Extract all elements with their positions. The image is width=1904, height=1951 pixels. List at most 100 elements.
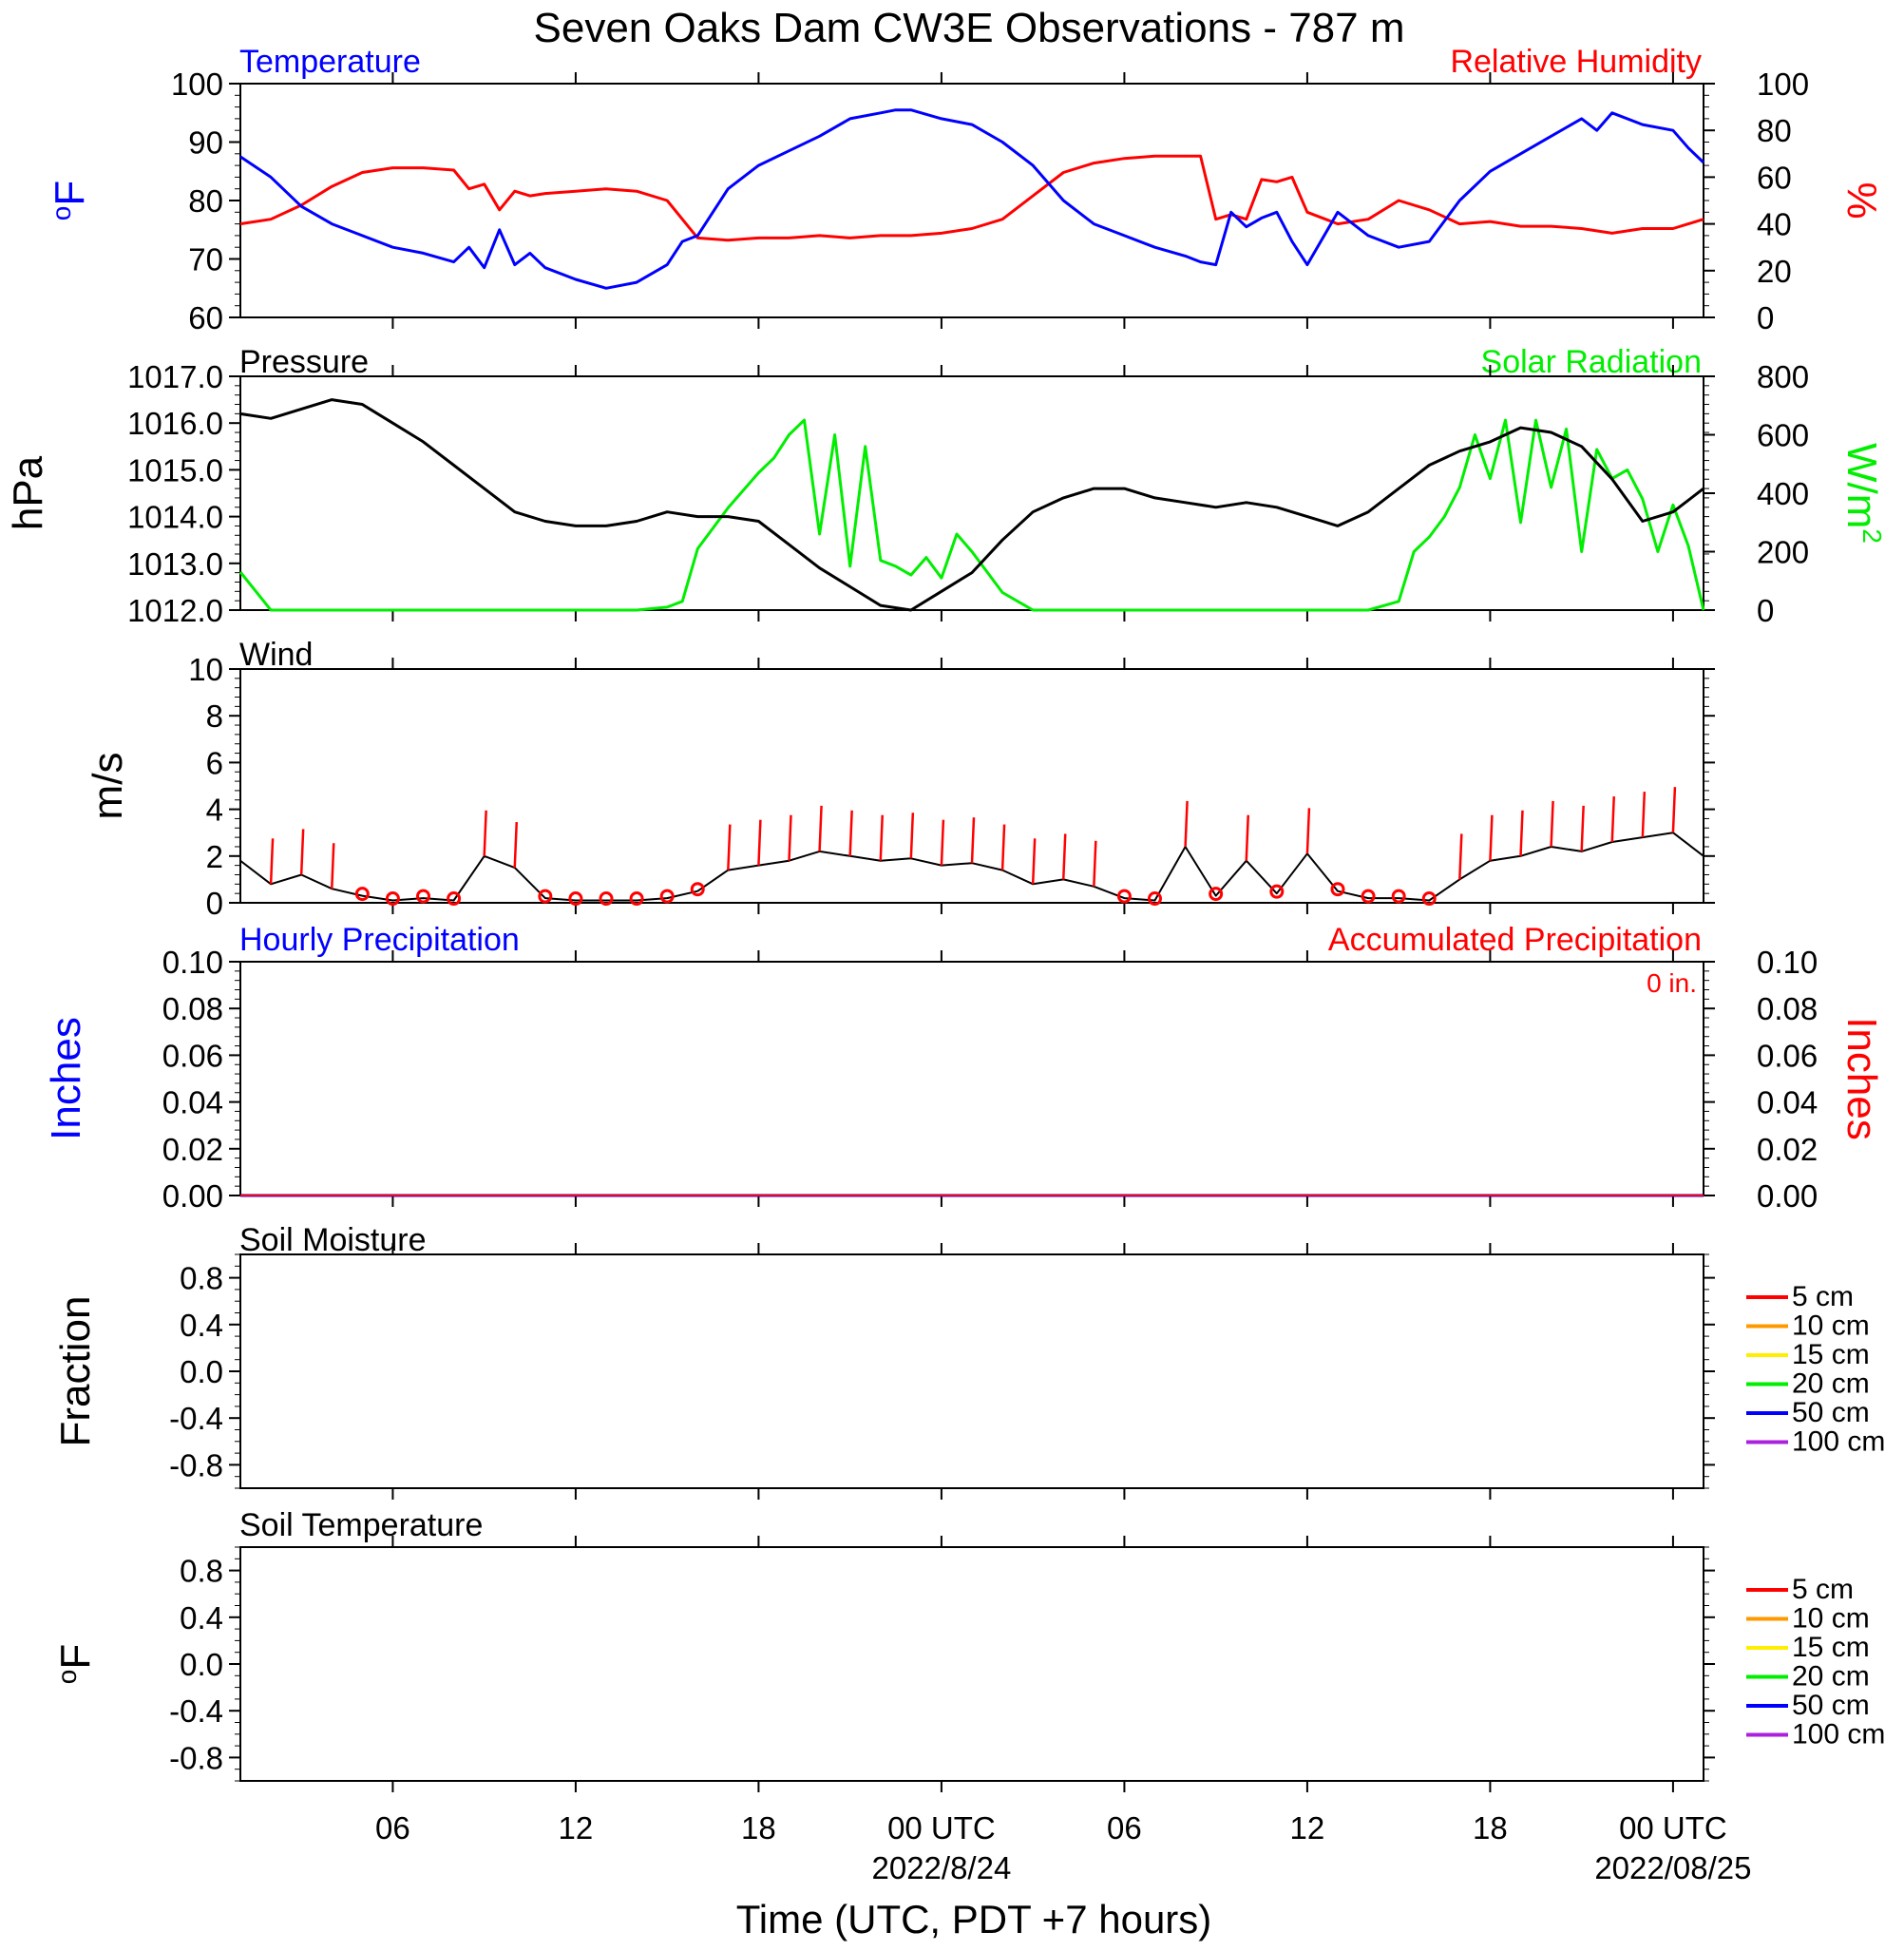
x-tick-label: 12 [1290,1810,1325,1846]
wind-calm-marker [1269,884,1285,899]
wind-barb [1610,795,1615,843]
panel-pressure-solar-ticks: 1017.0 1016.0 1015.0 1014.0 1013.0 1012.0 800 6… [127,359,1809,628]
y-tick-label: 90 [188,125,223,161]
y-tick-label-right: 100 [1757,67,1809,102]
temp-axis-unit: oF [47,181,93,220]
precip-left-axis-unit: Inches [43,1017,89,1140]
panel-precip-frame [239,961,1704,1196]
panel-wind: Wind m/s 10 8 6 4 2 0 [85,637,1715,921]
panel-precip: Hourly Precipitation Accumulated Precipi… [43,922,1885,1214]
y-tick-label: 1012.0 [127,593,223,628]
wind-calm-marker [690,882,705,897]
wind-barb [909,813,915,859]
y-tick-label-right: 0.10 [1757,945,1818,980]
wind-calm-marker [1330,882,1345,897]
y-tick-label: 0.00 [162,1178,223,1214]
wind-barb [1641,792,1647,838]
panel-soil-moisture: Soil Moisture Fraction 0.8 0.4 0.0 -0.4 -0.8… [52,1222,1885,1500]
y-tick-label-right: 400 [1757,476,1809,511]
y-tick-label: 0 [206,886,223,921]
y-tick-label: -0.4 [169,1401,223,1436]
wind-barb [1519,810,1524,856]
y-tick-label: 0.8 [180,1554,223,1589]
wind-label: Wind [239,637,313,673]
legend-label: 10 cm [1792,1603,1870,1635]
y-tick-label-right: 0.08 [1757,991,1818,1026]
legend-label: 100 cm [1792,1426,1885,1458]
wind-calm-marker [568,891,583,907]
wind-barb [513,822,518,869]
legend-label: 50 cm [1792,1690,1870,1721]
solar-axis-unit: W/m2 [1838,443,1887,544]
wind-barb [1458,833,1463,880]
wind-calm-marker [447,891,462,907]
humidity-series-line [239,154,1704,242]
wind-barb [1184,800,1189,848]
wind-calm-marker [538,889,553,904]
y-tick-label: 0.0 [180,1647,223,1682]
rh-axis-unit: % [1838,182,1885,219]
panel-soil-moisture-frame [239,1253,1704,1489]
y-tick-label: -0.8 [169,1447,223,1482]
legend-label: 20 cm [1792,1368,1870,1400]
panel-temp-rh-ticks: 100 90 80 70 60 100 80 60 40 20 0 [171,67,1809,335]
x-axis-tick-labels: 06 12 18 00 UTC 2022/8/24 06 12 18 00 UTC 2022/08… [375,1810,1751,1885]
y-tick-label: -0.4 [169,1693,223,1729]
panel-wind-plot [239,787,1704,907]
panel-soil-temperature-ticks: 0.8 0.4 0.0 -0.4 -0.8 [169,1536,1715,1792]
accumulated-precip-label: Accumulated Precipitation [1328,922,1702,958]
y-tick-label: 10 [188,652,223,687]
x-tick-date-label: 2022/08/25 [1594,1850,1751,1885]
temperature-series-line [239,108,1705,290]
panel-temp-rh-plot [239,108,1705,290]
wind-calm-marker [1148,891,1162,907]
panel-pressure-solar-plot [238,398,1705,612]
legend-label: 100 cm [1792,1719,1885,1750]
y-tick-label: 6 [206,745,223,780]
humidity-label: Relative Humidity [1450,44,1702,80]
legend-label: 50 cm [1792,1397,1870,1428]
wind-barb [1062,833,1067,880]
x-tick-date-label: 2022/8/24 [872,1850,1012,1885]
soil-moisture-label: Soil Moisture [239,1222,427,1258]
wind-barb [727,824,732,870]
y-tick-label-right: 40 [1757,207,1792,242]
wind-barb [1245,814,1249,861]
y-tick-label: 0.02 [162,1132,223,1167]
wind-barb [269,838,275,885]
y-tick-label-right: 0 [1757,593,1774,628]
y-tick-label: 0.10 [162,945,223,980]
wind-barb [1305,808,1311,854]
y-tick-label: 0.8 [180,1261,223,1296]
x-axis-label: Time (UTC, PDT +7 hours) [736,1897,1212,1941]
wind-barb [1671,787,1677,833]
wind-calm-marker [629,891,644,907]
y-tick-label-right: 0.00 [1757,1178,1818,1214]
panel-wind-ticks: 10 8 6 4 2 0 [188,652,1715,921]
hourly-precip-label: Hourly Precipitation [239,922,520,958]
panel-pressure-solar: Pressure Solar Radiation hPa W/m2 1017.0… [5,344,1887,628]
panel-pressure-solar-frame [239,375,1704,611]
y-tick-label: 70 [188,242,223,277]
y-tick-label: 4 [206,793,223,828]
x-tick-label: 06 [1107,1810,1142,1846]
solar-series-line [238,418,1705,612]
wind-calm-marker [599,891,614,907]
y-tick-label: 0.4 [180,1600,223,1635]
panel-precip-ticks: 0.10 0.08 0.06 0.04 0.02 0.00 0.10 0.08 0.06 0.04… [162,945,1818,1214]
y-tick-label: 0.4 [180,1308,223,1343]
precip-total-text: 0 in. [1647,968,1697,998]
wind-barb [1000,824,1006,870]
wind-barb [940,819,945,866]
y-tick-label: 80 [188,183,223,219]
panel-temp-rh: Temperature Relative Humidity oF % 100 90… [47,44,1885,335]
panel-soil-temperature-frame [239,1546,1704,1782]
wind-barb [1580,805,1585,851]
x-tick-label: 12 [559,1810,594,1846]
x-tick-label: 18 [741,1810,776,1846]
x-tick-label: 18 [1473,1810,1508,1846]
wind-barb [818,805,823,851]
y-tick-label-right: 0.04 [1757,1085,1818,1120]
wind-barb [1031,838,1037,885]
legend-label: 20 cm [1792,1661,1870,1693]
